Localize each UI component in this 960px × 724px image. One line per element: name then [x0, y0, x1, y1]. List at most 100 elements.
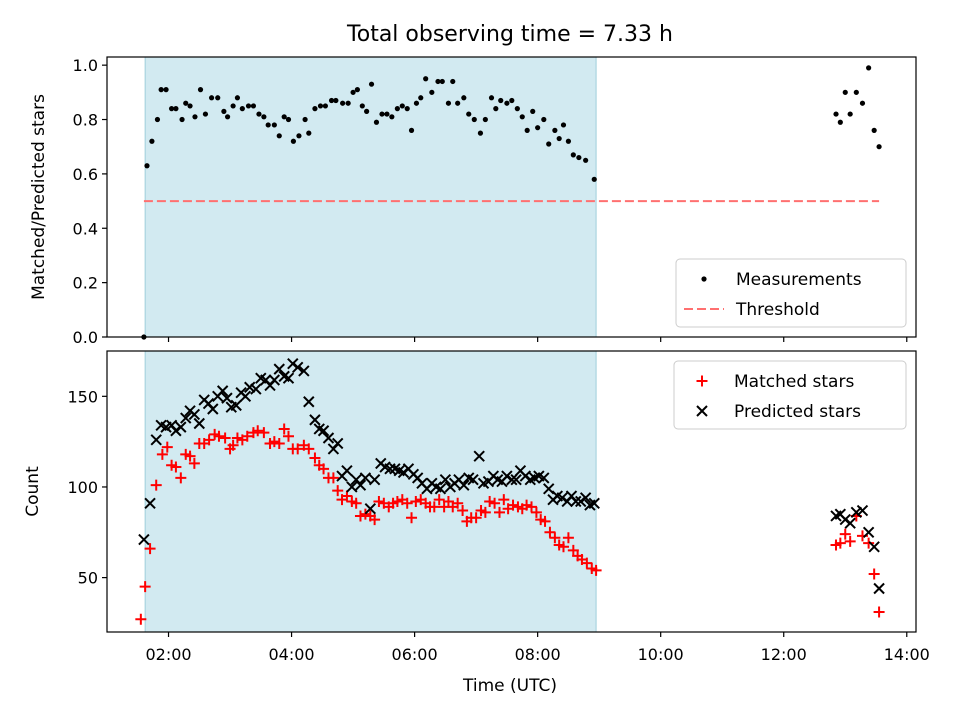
y-axis-label: Matched/Predicted stars — [29, 94, 49, 300]
data-point — [429, 89, 435, 95]
data-point — [296, 133, 302, 139]
data-point — [866, 65, 872, 71]
data-point — [394, 106, 400, 112]
data-point — [556, 135, 562, 142]
data-point — [399, 103, 405, 109]
legend: Matched stars Predicted stars — [673, 360, 907, 430]
legend-label: Predicted stars — [734, 402, 861, 422]
data-point — [239, 106, 245, 112]
data-point — [579, 492, 592, 504]
data-point — [859, 100, 866, 106]
data-point — [273, 363, 285, 375]
data-point — [144, 497, 156, 509]
data-point — [506, 474, 518, 486]
data-point — [227, 439, 239, 451]
data-point — [184, 450, 196, 462]
data-point — [373, 119, 380, 125]
data-point — [168, 106, 175, 112]
legend-label: Threshold — [735, 300, 820, 320]
data-point — [837, 119, 843, 125]
data-point — [221, 392, 233, 404]
data-point — [149, 138, 155, 144]
y-axis-label: Count — [23, 466, 43, 517]
data-point — [509, 97, 515, 104]
observing-window-shade — [144, 350, 597, 633]
x-tick-label: 06:00 — [392, 645, 438, 664]
data-point — [562, 532, 574, 544]
data-point — [560, 122, 567, 128]
data-point — [439, 78, 445, 85]
legend-box — [673, 360, 907, 430]
data-point — [428, 501, 440, 513]
data-point — [350, 497, 362, 509]
data-point — [216, 385, 229, 397]
data-point — [213, 430, 225, 442]
data-point — [844, 535, 856, 547]
axes-frame — [106, 350, 917, 633]
data-point — [175, 472, 187, 484]
data-point — [530, 108, 536, 114]
data-point — [552, 127, 558, 133]
data-point — [364, 503, 377, 515]
chart-title: Total observing time = 7.33 h — [346, 22, 673, 47]
data-point — [327, 472, 339, 484]
data-point — [368, 474, 381, 486]
data-point — [221, 108, 227, 114]
data-point — [292, 361, 304, 374]
data-point — [359, 508, 371, 520]
data-point — [477, 130, 484, 136]
data-point — [230, 103, 236, 109]
y-tick-label: 0.8 — [73, 111, 98, 130]
data-point — [207, 403, 219, 415]
data-point — [471, 116, 477, 123]
data-point — [876, 144, 882, 150]
data-point — [541, 116, 547, 123]
data-point — [317, 103, 324, 109]
y-tick-label: 1.0 — [73, 56, 98, 75]
series-measurements — [141, 65, 882, 340]
data-point — [498, 97, 504, 104]
data-point — [525, 501, 537, 513]
y-tick-label: 150 — [67, 387, 98, 406]
data-point — [359, 472, 372, 484]
data-point — [230, 399, 242, 412]
data-point — [359, 103, 365, 109]
data-point — [239, 390, 252, 403]
series-predicted-stars — [138, 357, 885, 595]
data-point — [401, 497, 413, 509]
data-point — [862, 526, 875, 538]
data-point — [373, 495, 385, 507]
data-point — [418, 95, 424, 101]
data-point — [215, 95, 221, 101]
data-point — [331, 437, 344, 450]
data-point — [873, 582, 885, 595]
data-point — [484, 495, 496, 507]
legend-label: Measurements — [736, 270, 862, 290]
data-point — [470, 512, 482, 524]
data-point — [853, 89, 859, 95]
data-point — [170, 461, 182, 473]
data-point — [271, 122, 277, 128]
data-point — [241, 430, 253, 442]
data-point — [546, 141, 552, 147]
data-point — [473, 450, 485, 462]
data-point — [273, 437, 285, 449]
data-point — [539, 515, 551, 527]
legend-box — [675, 258, 907, 328]
data-point — [435, 78, 441, 85]
data-point — [873, 606, 885, 618]
data-point — [538, 472, 550, 484]
data-point — [524, 127, 530, 133]
data-point — [261, 114, 267, 120]
data-point — [834, 537, 846, 549]
data-point — [557, 541, 569, 553]
data-point — [183, 100, 189, 106]
data-point — [544, 526, 556, 538]
data-point — [312, 106, 318, 112]
data-point — [581, 557, 593, 569]
data-point — [292, 443, 304, 455]
data-point — [535, 125, 541, 131]
data-point — [406, 512, 418, 524]
